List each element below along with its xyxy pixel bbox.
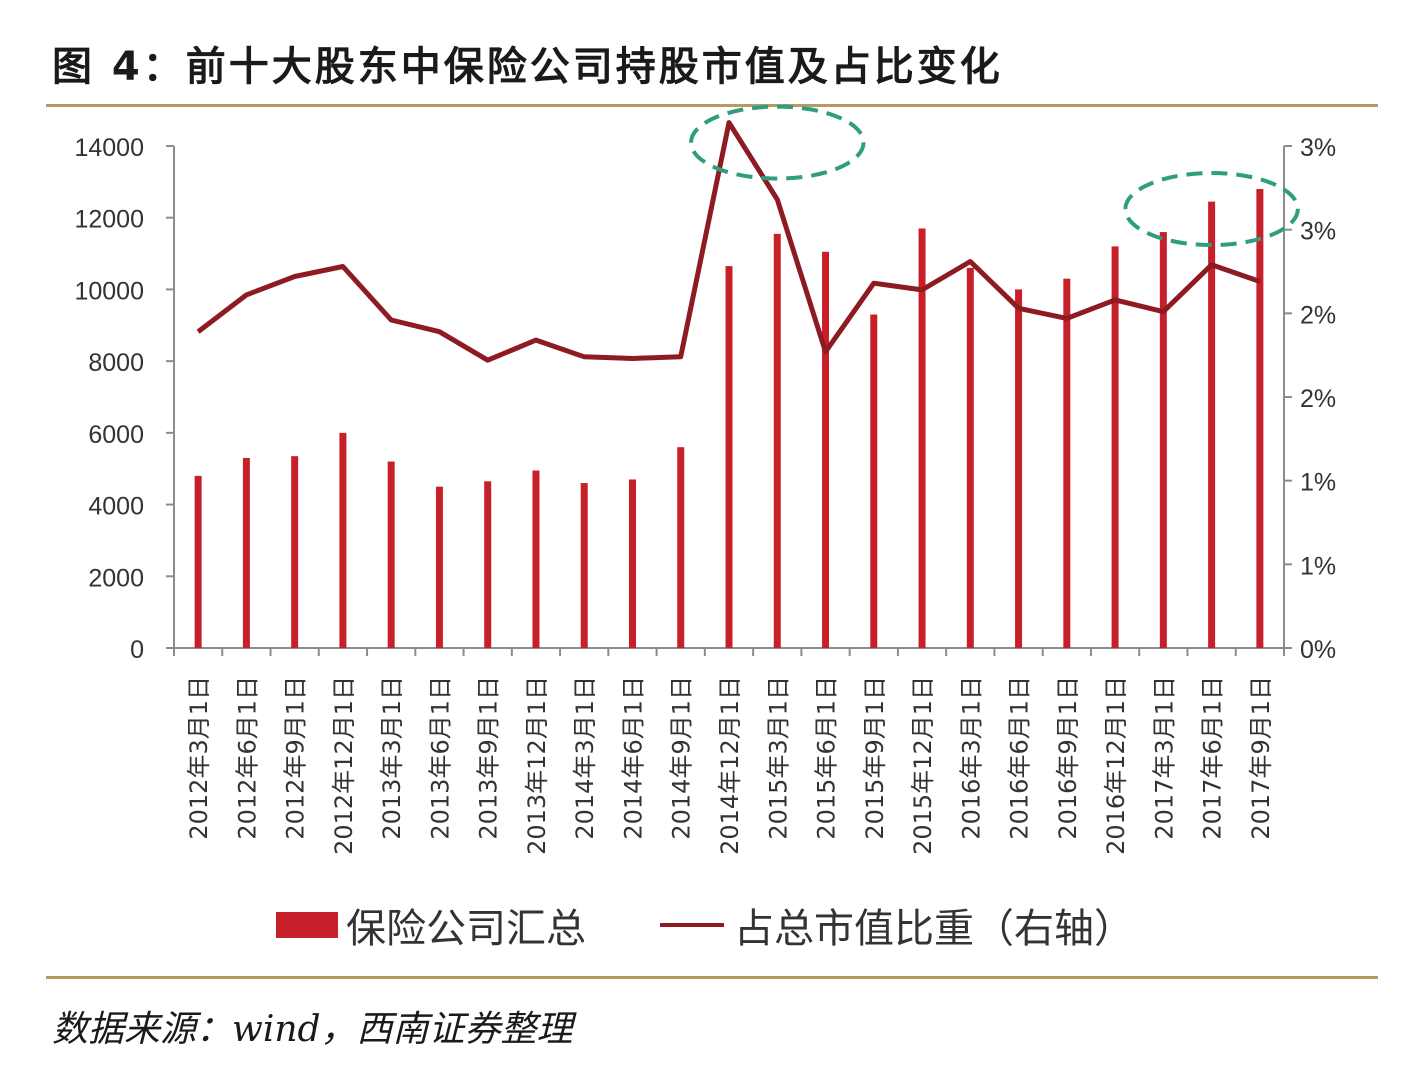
bar [725, 266, 733, 648]
x-tick-label: 2015年6月1日 [813, 676, 841, 840]
x-tick-label: 2013年6月1日 [426, 676, 454, 840]
legend-line-swatch [660, 923, 724, 927]
bar [242, 457, 250, 648]
y-left-tick-label: 14000 [74, 134, 144, 162]
x-tick-label: 2016年3月1日 [957, 676, 985, 840]
x-tick-label: 2012年9月1日 [282, 676, 310, 840]
ratio-line [196, 120, 1261, 363]
bar [580, 483, 588, 648]
legend-bar-label: 保险公司汇总 [346, 906, 586, 952]
y-right-tick-label: 1% [1300, 469, 1336, 497]
bar [773, 233, 781, 648]
bar [1063, 278, 1071, 648]
x-tick-label: 2015年3月1日 [764, 676, 792, 840]
x-tick-label: 2016年6月1日 [1006, 676, 1034, 840]
bar [532, 470, 540, 648]
x-tick-label: 2013年9月1日 [475, 676, 503, 840]
bar [628, 479, 636, 648]
y-right-tick-label: 2% [1300, 301, 1336, 329]
x-tick-label: 2014年3月1日 [571, 676, 599, 840]
y-left-tick-label: 0 [130, 636, 144, 664]
y-left-tick-label: 4000 [88, 493, 144, 521]
legend-bar-swatch [276, 912, 338, 938]
y-right-tick-label: 2% [1300, 385, 1336, 413]
y-left-tick-label: 10000 [74, 277, 144, 305]
bar [1015, 289, 1023, 648]
x-tick-label: 2017年9月1日 [1247, 676, 1275, 840]
chart: 0 2000 4000 6000 8000 10000 12000 14000 0% 1% 1% 2%… [74, 104, 1336, 855]
bar [194, 475, 202, 648]
x-tick-label: 2014年12月1日 [716, 676, 744, 855]
x-tick-label: 2012年6月1日 [233, 676, 261, 840]
highlight-ellipse [689, 104, 866, 181]
y-left-tick-label: 2000 [88, 564, 144, 592]
bar [870, 314, 878, 648]
bar [677, 447, 685, 648]
x-tick-label: 2012年12月1日 [330, 676, 358, 855]
legend-line-label: 占总市值比重（右轴） [734, 906, 1134, 952]
y-right-tick-label: 3% [1300, 134, 1336, 162]
x-tick-label: 2013年3月1日 [378, 676, 406, 840]
bar [484, 481, 492, 648]
y-right-tick-label: 3% [1300, 218, 1336, 246]
source-note: 数据来源：wind，西南证券整理 [52, 1009, 573, 1050]
x-tick-label: 2014年9月1日 [668, 676, 696, 840]
x-tick-label: 2017年3月1日 [1150, 676, 1178, 840]
bar [387, 461, 395, 648]
bar [918, 228, 926, 648]
x-tick-label: 2014年6月1日 [619, 676, 647, 840]
y-right-tick-label: 1% [1300, 552, 1336, 580]
bar [435, 486, 443, 648]
title-rule [46, 104, 1378, 107]
x-tick-label: 2013年12月1日 [523, 676, 551, 855]
x-tick-label: 2016年9月1日 [1054, 676, 1082, 840]
figure-title: 图 4：前十大股东中保险公司持股市值及占比变化 [52, 44, 1003, 90]
highlight-ellipse [1123, 171, 1300, 248]
bar [1159, 232, 1167, 649]
legend-bar-item: 保险公司汇总 [276, 896, 586, 954]
x-tick-label: 2015年9月1日 [861, 676, 889, 840]
bar [339, 432, 347, 648]
bar [1208, 201, 1216, 649]
y-left-tick-label: 12000 [74, 206, 144, 234]
y-right-tick-label: 0% [1300, 636, 1336, 664]
bar [1111, 246, 1119, 648]
source-rule [46, 976, 1378, 979]
bar [291, 456, 299, 648]
x-tick-label: 2016年12月1日 [1102, 676, 1130, 855]
legend-line-item: 占总市值比重（右轴） [660, 896, 1134, 954]
x-tick-label: 2012年3月1日 [185, 676, 213, 840]
bar [822, 251, 830, 648]
x-tick-label: 2015年12月1日 [909, 676, 937, 855]
x-tick-label: 2017年6月1日 [1199, 676, 1227, 840]
bar [1256, 189, 1264, 648]
y-left-tick-label: 6000 [88, 421, 144, 449]
y-left-tick-label: 8000 [88, 349, 144, 377]
bar [966, 267, 974, 648]
